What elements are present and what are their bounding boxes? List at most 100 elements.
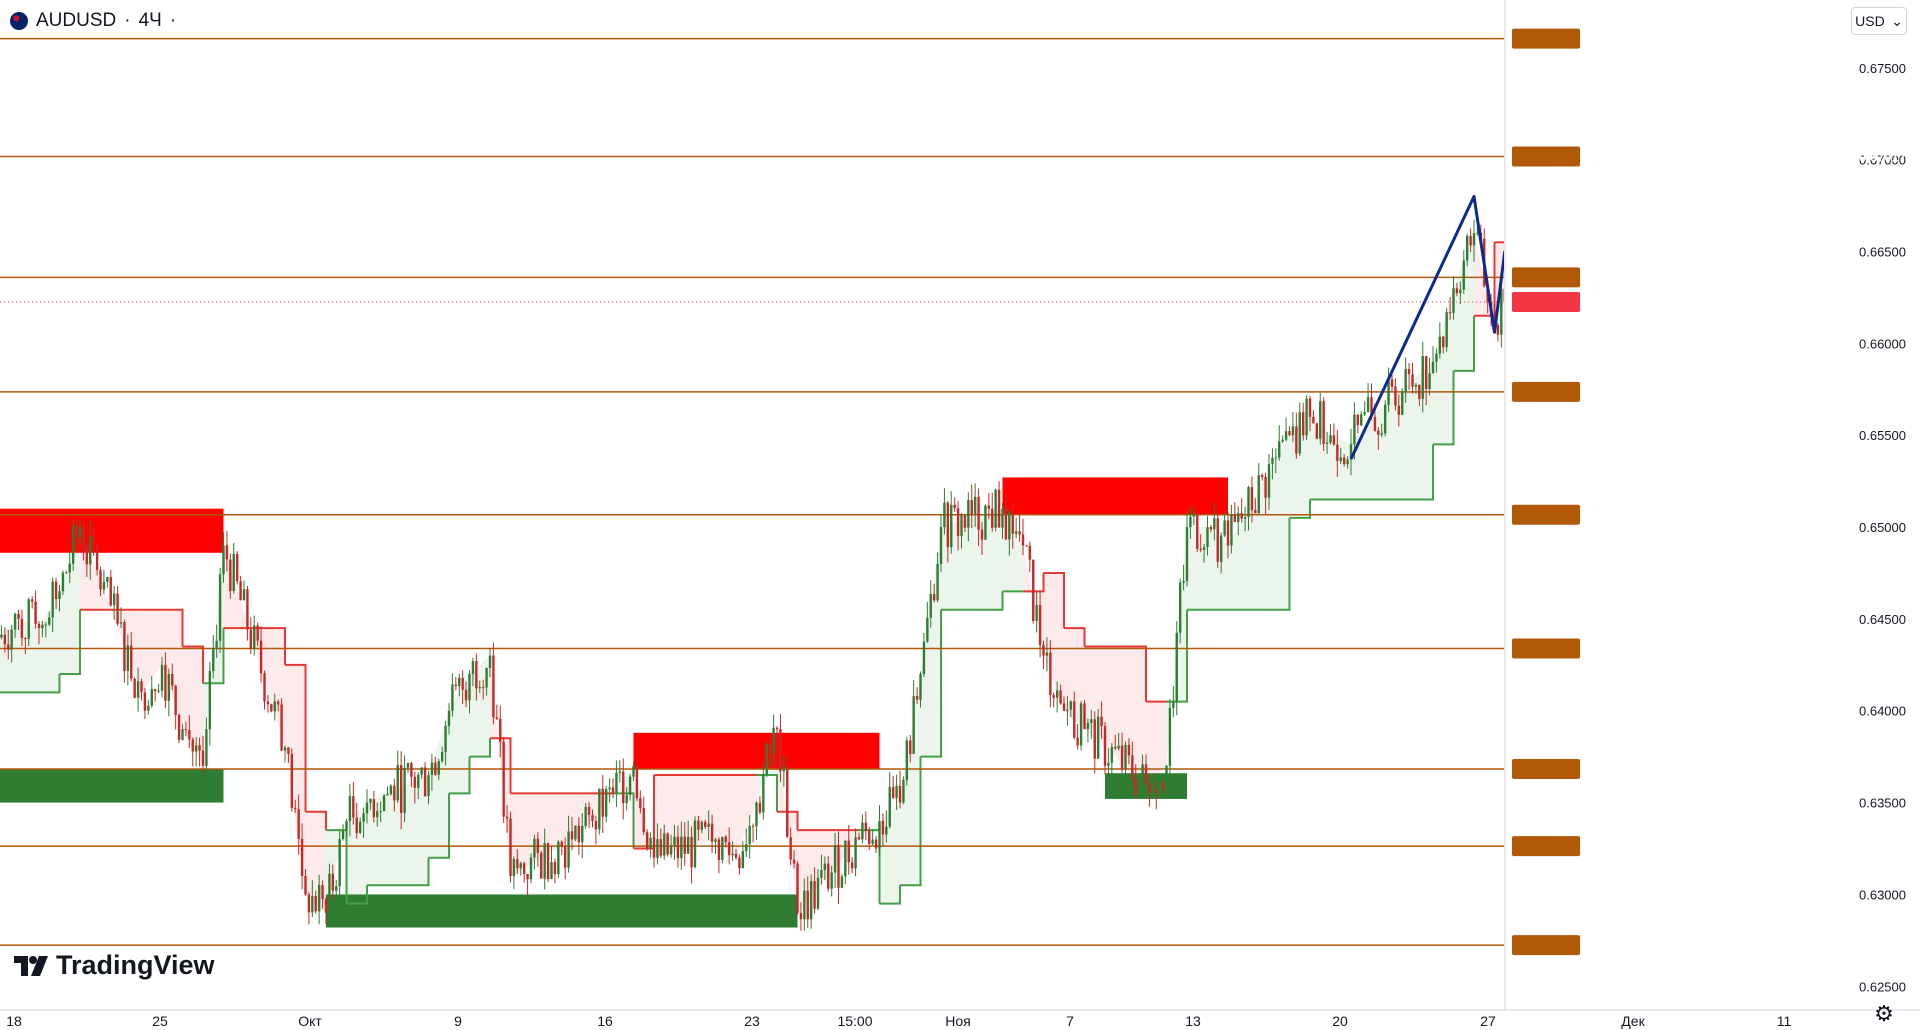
candle-body bbox=[1110, 746, 1114, 763]
candle-body bbox=[44, 624, 48, 626]
trail-fill bbox=[367, 775, 429, 886]
timeframe-label[interactable]: 4Ч bbox=[138, 10, 162, 31]
candle-body bbox=[902, 780, 905, 803]
candle-body bbox=[775, 727, 779, 730]
candle-body bbox=[676, 836, 680, 859]
candle-body bbox=[1267, 464, 1271, 498]
trailing-stop-segment bbox=[941, 591, 1004, 611]
candle-body bbox=[222, 545, 225, 575]
candle-body bbox=[1049, 652, 1052, 696]
price-tick: 0.63000 bbox=[1859, 887, 1906, 902]
candle-body bbox=[136, 681, 140, 698]
candle-body bbox=[502, 741, 505, 817]
candle-body bbox=[1411, 374, 1414, 387]
candle-body bbox=[1055, 690, 1059, 698]
candle-body bbox=[1209, 527, 1213, 530]
candle-body bbox=[683, 836, 686, 854]
candle-body bbox=[649, 837, 652, 850]
candle-body bbox=[68, 563, 71, 573]
time-tick: 25 bbox=[152, 1013, 168, 1029]
candle-body bbox=[1124, 744, 1127, 769]
candle-body bbox=[792, 859, 796, 864]
candle-body bbox=[1312, 416, 1315, 424]
candle-body bbox=[567, 831, 570, 868]
candle-body bbox=[1189, 516, 1192, 528]
candle-body bbox=[1301, 412, 1305, 436]
candle-body bbox=[106, 577, 109, 582]
candle-body bbox=[321, 885, 324, 900]
candle-body bbox=[232, 553, 235, 591]
candle-body bbox=[259, 640, 263, 674]
candle-body bbox=[1250, 487, 1254, 511]
time-tick: 23 bbox=[744, 1013, 760, 1029]
settings-icon[interactable]: ⚙ bbox=[1874, 1001, 1894, 1026]
candle-body bbox=[721, 836, 724, 860]
candle-body bbox=[266, 701, 270, 705]
currency-selector[interactable]: USD ⌄ bbox=[1851, 7, 1907, 35]
level-price-tag bbox=[1512, 146, 1580, 167]
trailing-stop-segment bbox=[162, 608, 184, 647]
candle-body bbox=[82, 527, 85, 549]
candle-body bbox=[1394, 386, 1397, 406]
candle-body bbox=[454, 684, 458, 687]
candle-body bbox=[816, 877, 820, 909]
level-price-tag-text: 0.63683 bbox=[1859, 762, 1906, 777]
candle-body bbox=[133, 678, 136, 698]
trail-fill bbox=[633, 765, 654, 858]
candle-body bbox=[48, 617, 51, 625]
candle-body bbox=[372, 798, 376, 818]
candle-body bbox=[1380, 433, 1383, 435]
trailing-stop-segment bbox=[1371, 444, 1434, 501]
trail-fill bbox=[1207, 527, 1228, 610]
candle-body bbox=[779, 729, 782, 772]
header-separator: · bbox=[124, 10, 131, 31]
candle-body bbox=[116, 593, 119, 624]
candle-body bbox=[1103, 726, 1107, 766]
candle-body bbox=[1134, 778, 1137, 794]
candle-body bbox=[1360, 414, 1363, 426]
demand-zone bbox=[326, 894, 798, 928]
candle-body bbox=[1233, 515, 1237, 522]
candle-body bbox=[1476, 232, 1479, 234]
candle-body bbox=[1329, 435, 1332, 443]
candle-body bbox=[410, 762, 413, 777]
candle-body bbox=[1401, 392, 1404, 415]
candle-body bbox=[488, 655, 492, 668]
level-price-tag-text: 0.66359 bbox=[1859, 270, 1906, 285]
candle-body bbox=[577, 825, 581, 843]
candle-body bbox=[1353, 414, 1356, 445]
chart-header[interactable]: AUDUSD · 4Ч · bbox=[10, 8, 176, 34]
trailing-stop-segment bbox=[613, 792, 635, 849]
candle-body bbox=[591, 815, 594, 821]
candle-body bbox=[932, 593, 936, 601]
trailing-stop-segment bbox=[346, 885, 368, 905]
candle-body bbox=[403, 767, 406, 813]
candle-body bbox=[1178, 582, 1182, 633]
candle-body bbox=[967, 500, 970, 528]
candle-body bbox=[874, 839, 878, 849]
time-tick: 18 bbox=[6, 1013, 22, 1029]
candle-body bbox=[1172, 701, 1175, 708]
candle-body bbox=[1308, 398, 1312, 417]
candle-body bbox=[758, 802, 762, 813]
candle-body bbox=[369, 798, 372, 803]
candle-body bbox=[461, 677, 464, 690]
candle-body bbox=[594, 820, 598, 830]
candle-body bbox=[205, 729, 208, 766]
candle-body bbox=[868, 830, 871, 844]
candle-body bbox=[560, 841, 563, 847]
candle-body bbox=[888, 787, 891, 827]
candle-body bbox=[352, 796, 355, 818]
candle-body bbox=[112, 593, 116, 606]
candle-body bbox=[1213, 518, 1216, 530]
tradingview-logo[interactable]: TradingView bbox=[14, 950, 215, 981]
level-price-tag bbox=[1512, 638, 1580, 659]
candle-body bbox=[225, 545, 229, 560]
candle-body bbox=[813, 881, 816, 909]
candle-body bbox=[1424, 356, 1428, 389]
level-price-tag bbox=[1512, 836, 1580, 857]
symbol-name[interactable]: AUDUSD bbox=[36, 10, 117, 31]
candle-body bbox=[830, 872, 833, 889]
candle-body bbox=[915, 696, 919, 700]
